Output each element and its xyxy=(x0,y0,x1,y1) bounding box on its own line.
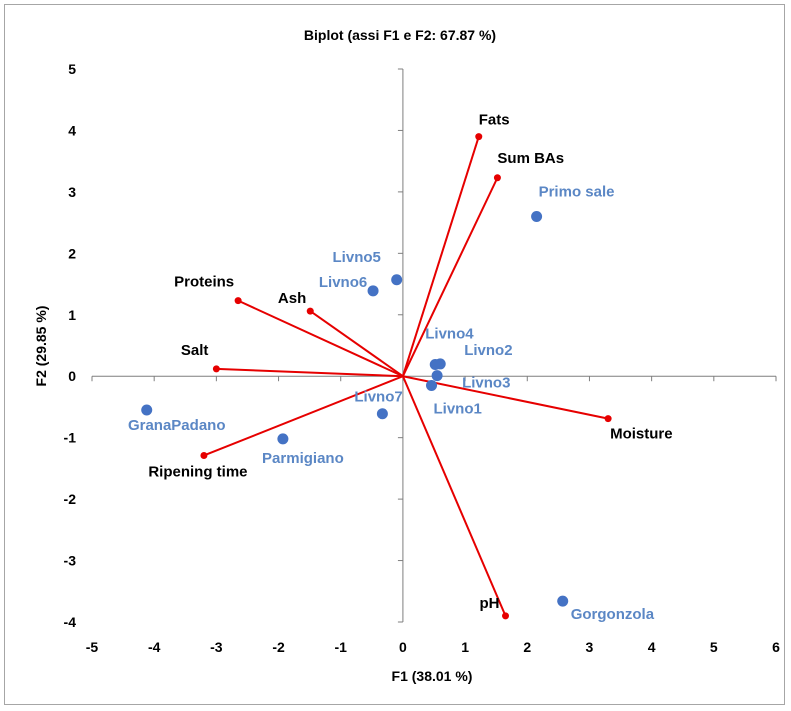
variable-vector xyxy=(237,299,404,378)
variable-point xyxy=(475,133,483,141)
observation-point xyxy=(557,595,569,607)
observation-point xyxy=(431,370,443,382)
plot-area: -5 -4 -3 -2 -1 0 1 2 3 4 5 6 -4 -3 -2 -1 0 1 2 3 4 5 Fats Sum B… xyxy=(64,61,781,655)
observation-point xyxy=(434,358,446,370)
observation-point xyxy=(531,210,543,222)
x-tick-label: 6 xyxy=(772,639,780,655)
y-tick-label: -2 xyxy=(64,491,77,507)
observation-label: Gorgonzola xyxy=(571,606,655,623)
variable-point xyxy=(604,415,612,423)
x-tick-label: 4 xyxy=(648,639,656,655)
variable-vector xyxy=(309,310,404,378)
variable-label: Fats xyxy=(479,112,510,129)
variable-point xyxy=(212,365,220,373)
variable-point xyxy=(200,451,208,459)
observation-label: Livno3 xyxy=(462,375,510,392)
x-tick-label: -2 xyxy=(272,639,285,655)
variable-label: Moisture xyxy=(610,426,673,443)
variable-label: pH xyxy=(480,595,500,612)
observation-label: Parmigiano xyxy=(262,450,344,467)
variable-point xyxy=(502,612,510,620)
x-tick-label: -5 xyxy=(86,639,99,655)
y-tick-label: -3 xyxy=(64,553,77,569)
variable-vector xyxy=(402,375,609,420)
chart-frame xyxy=(4,4,785,705)
variable-vector xyxy=(216,367,403,378)
x-tick-label: -1 xyxy=(335,639,348,655)
x-tick-label: 3 xyxy=(586,639,594,655)
variable-label: Salt xyxy=(181,342,209,359)
observation-label: Livno4 xyxy=(425,326,474,343)
variable-label: Ripening time xyxy=(148,463,247,480)
observation-point xyxy=(367,285,379,297)
observation-point xyxy=(391,274,403,286)
y-tick-label: 1 xyxy=(68,307,76,323)
y-tick-label: -4 xyxy=(64,614,77,630)
x-tick-label: -3 xyxy=(210,639,223,655)
variable-vector xyxy=(203,375,404,457)
variable-label: Proteins xyxy=(174,274,234,291)
observation-point xyxy=(141,404,153,416)
y-axis-title: F2 (29.85 %) xyxy=(33,306,49,387)
x-tick-label: 5 xyxy=(710,639,718,655)
variable-vector xyxy=(402,177,499,377)
y-tick-label: 3 xyxy=(68,184,76,200)
observation-label: Livno5 xyxy=(333,249,381,266)
variable-label: Sum BAs xyxy=(497,150,564,167)
x-tick-label: 2 xyxy=(523,639,531,655)
variable-vector xyxy=(401,136,480,377)
observation-label: Livno1 xyxy=(434,400,482,417)
x-axis-title: F1 (38.01 %) xyxy=(392,668,473,684)
variable-point xyxy=(234,297,242,305)
observation-point xyxy=(376,408,388,420)
y-tick-label: 5 xyxy=(68,61,76,77)
y-tick-label: -1 xyxy=(64,430,77,446)
observation-label: Primo sale xyxy=(539,183,615,200)
variable-label: Ash xyxy=(278,290,306,307)
chart-title: Biplot (assi F1 e F2: 67.87 %) xyxy=(304,27,496,43)
variable-vector xyxy=(401,375,507,617)
y-tick-label: 2 xyxy=(68,245,76,261)
variable-point xyxy=(493,174,501,182)
observation-label: Livno2 xyxy=(464,342,512,359)
y-tick-label: 0 xyxy=(68,368,76,384)
observation-label: GranaPadano xyxy=(128,417,226,434)
observation-point xyxy=(426,379,438,391)
observation-point xyxy=(277,433,289,445)
x-tick-label: 1 xyxy=(461,639,469,655)
variable-point xyxy=(306,307,314,315)
y-tick-label: 4 xyxy=(68,122,76,138)
observation-label: Livno6 xyxy=(319,274,367,291)
observation-label: Livno7 xyxy=(354,389,402,406)
x-tick-label: -4 xyxy=(148,639,161,655)
x-tick-label: 0 xyxy=(399,639,407,655)
